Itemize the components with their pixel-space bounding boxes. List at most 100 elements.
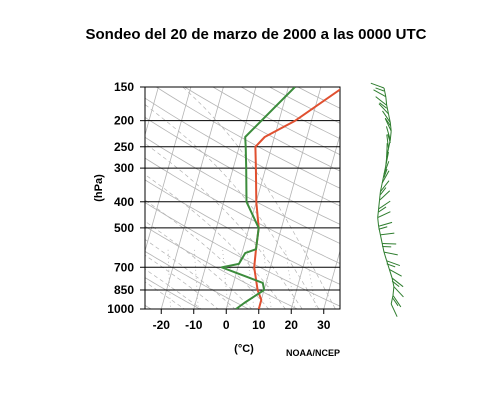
- dry-adiabat: [145, 116, 340, 225]
- barb-flag: [380, 187, 387, 195]
- dry-adiabat: [145, 179, 340, 285]
- mixing-ratio-line: [246, 249, 255, 309]
- pressure-label-500: 500: [114, 221, 134, 235]
- barb-flag: [383, 161, 390, 175]
- pressure-tick-labels: 150 200 250 300 400 500 700 850 1000: [107, 80, 134, 316]
- barb-staff: [379, 234, 383, 244]
- barb-flag: [379, 190, 391, 201]
- barb-flag: [389, 269, 402, 277]
- dry-adiabat: [145, 157, 340, 264]
- barb-flag: [382, 110, 391, 123]
- dry-adiabat: [155, 87, 340, 189]
- mixing-ratio-line: [222, 249, 229, 309]
- barb-flag: [384, 118, 392, 132]
- barb-flag: [390, 303, 398, 317]
- pressure-label-250: 250: [114, 140, 134, 154]
- dry-adiabat: [145, 277, 201, 309]
- dry-adiabat: [145, 250, 250, 309]
- moist-adiabat: [145, 220, 253, 309]
- mixing-ratio-line: [167, 249, 172, 309]
- isotherm-line: [225, 87, 289, 309]
- moist-adiabat: [145, 254, 219, 309]
- chart-title: Sondeo del 20 de marzo de 2000 a las 000…: [86, 26, 427, 43]
- barb-flag: [380, 232, 395, 236]
- barb-staff: [379, 191, 381, 201]
- barb-staff: [383, 87, 387, 97]
- barb-staff: [377, 217, 380, 227]
- isotherm-line: [193, 87, 257, 309]
- temp-label-0: 0: [223, 318, 230, 332]
- dry-adiabat: [183, 87, 340, 172]
- barb-staff: [378, 226, 381, 235]
- barb-flag: [380, 180, 390, 192]
- barb-staff: [381, 243, 385, 253]
- dry-adiabat: [212, 87, 340, 156]
- barb-flag: [386, 260, 401, 267]
- barb-staff: [378, 200, 380, 210]
- barb-flag: [377, 211, 391, 219]
- moist-adiabat: [145, 174, 286, 309]
- isotherm-line: [0, 79, 31, 315]
- barb-flag: [370, 82, 385, 89]
- pressure-label-1000: 1000: [107, 302, 134, 316]
- thermodynamic-grid: [0, 79, 421, 315]
- moist-adiabat: [145, 142, 303, 309]
- temperature-profile-line: [253, 88, 340, 309]
- dry-adiabat: [145, 136, 340, 244]
- pressure-label-850: 850: [114, 283, 134, 297]
- dry-adiabat: [145, 202, 340, 307]
- barb-flag: [393, 286, 404, 298]
- isotherm-line: [258, 87, 322, 309]
- barb-staff: [388, 113, 391, 123]
- barb-staff: [386, 260, 390, 270]
- isotherm-line: [323, 249, 340, 309]
- credit-label: NOAA/NCEP: [286, 348, 340, 358]
- dry-adiabat: [297, 87, 340, 109]
- isotherm-line: [355, 79, 421, 315]
- dry-adiabat: [145, 97, 340, 207]
- barb-flag: [385, 126, 391, 140]
- temp-label-10: 10: [252, 318, 266, 332]
- barb-flag: [391, 277, 404, 288]
- mixing-ratio-line: [136, 249, 137, 315]
- temp-label-30: 30: [317, 318, 331, 332]
- moist-adiabat: [145, 268, 202, 309]
- pressure-label-700: 700: [114, 260, 134, 274]
- isobar-lines: [140, 86, 340, 310]
- barb-staff: [379, 182, 383, 192]
- x-axis-label: (°C): [234, 343, 254, 355]
- y-axis-label: (hPa): [93, 174, 105, 202]
- barb-staff: [383, 252, 388, 261]
- barb-flag: [378, 200, 391, 210]
- pressure-label-400: 400: [114, 195, 134, 209]
- temp-label-20: 20: [285, 318, 299, 332]
- barb-staff: [392, 286, 395, 296]
- isotherm-line: [30, 79, 96, 315]
- dewpoint-profile-line: [220, 87, 296, 309]
- dry-adiabat: [145, 225, 299, 309]
- temp-label--20: -20: [153, 318, 171, 332]
- moist-adiabat: [145, 281, 185, 309]
- mixing-ratio-line: [262, 249, 272, 309]
- barb-staff: [377, 208, 380, 218]
- barb-staff: [390, 295, 394, 305]
- temperature-tick-labels: -20 -10 0 10 20 30: [153, 309, 331, 332]
- barb-flag: [383, 251, 398, 256]
- barb-flag: [392, 295, 402, 308]
- barb-staff: [385, 96, 388, 106]
- barb-flag: [381, 170, 390, 184]
- wind-barbs: [370, 82, 404, 317]
- barb-flag: [378, 226, 388, 230]
- pressure-label-300: 300: [114, 161, 134, 175]
- pressure-label-200: 200: [114, 114, 134, 128]
- moist-adiabat: [145, 199, 270, 309]
- pressure-label-150: 150: [114, 80, 134, 94]
- isotherm-line: [290, 133, 340, 309]
- barb-flag: [385, 151, 389, 166]
- plot-frame: [144, 86, 341, 310]
- barb-staff: [386, 105, 389, 115]
- barb-staff: [389, 131, 392, 140]
- mixing-ratio-line: [194, 249, 199, 309]
- temp-label--10: -10: [185, 318, 203, 332]
